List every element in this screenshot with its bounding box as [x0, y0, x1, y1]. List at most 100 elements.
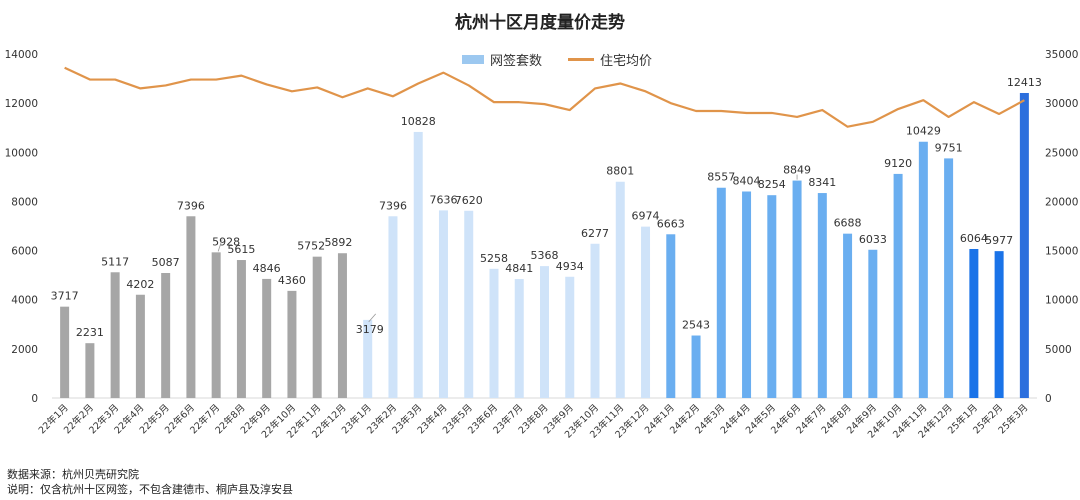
bar [135, 294, 145, 398]
bar-value-label: 5117 [101, 255, 129, 268]
bar-value-label: 8404 [733, 175, 761, 188]
bar [716, 187, 726, 398]
bar [388, 216, 398, 398]
bar-value-label: 5928 [212, 235, 240, 248]
bar [944, 158, 954, 398]
bar-value-label: 3717 [51, 290, 79, 303]
y-left-tick-label: 10000 [5, 147, 38, 159]
bar-value-label: 5615 [227, 243, 255, 256]
bar-value-label: 8557 [707, 171, 735, 184]
bar [893, 173, 903, 398]
bar [186, 216, 196, 398]
bar [767, 195, 777, 398]
y-right-tick-label: 20000 [1045, 196, 1078, 208]
bar-value-label: 2543 [682, 319, 710, 332]
y-left-tick-label: 12000 [5, 98, 38, 110]
bar-value-label: 9751 [935, 141, 963, 154]
bar [666, 234, 676, 398]
bar-value-label: 5892 [324, 236, 352, 249]
bar [1019, 92, 1029, 398]
bar [262, 278, 272, 398]
y-right-tick-label: 30000 [1045, 98, 1078, 110]
bar-value-label: 7396 [379, 199, 407, 212]
bar-value-label: 4360 [278, 274, 306, 287]
y-right-tick-label: 0 [1045, 393, 1052, 405]
footer-note: 说明：仅含杭州十区网签，不包含建德市、桐庐县及淳安县 [7, 483, 293, 496]
bar [868, 249, 878, 398]
bar [489, 268, 499, 398]
chart-legend: 网签套数 住宅均价 [462, 50, 652, 69]
y-left-tick-label: 4000 [11, 295, 38, 307]
bar-value-label: 7636 [429, 193, 457, 206]
bar-value-label: 7396 [177, 199, 205, 212]
bar [236, 260, 246, 398]
label-leader-line [368, 313, 377, 323]
bar-value-label: 6033 [859, 233, 887, 246]
bar-value-label: 6064 [960, 232, 988, 245]
y-right-tick-label: 10000 [1045, 295, 1078, 307]
chart-title: 杭州十区月度量价走势 [455, 13, 625, 33]
bar-value-label: 8341 [808, 176, 836, 189]
legend-bar-swatch [462, 55, 484, 64]
legend-line-swatch [568, 58, 595, 61]
bar-value-label: 4934 [556, 260, 584, 273]
bar [691, 335, 701, 398]
bar [464, 210, 474, 398]
bar-value-label: 9120 [884, 157, 912, 170]
bar [337, 253, 347, 398]
bar [85, 343, 95, 398]
bar-value-label: 5752 [297, 240, 325, 253]
bar-value-label: 3179 [356, 323, 384, 336]
footer-source: 数据来源：杭州贝壳研究院 [7, 468, 139, 481]
bar [60, 306, 70, 398]
y-left-tick-label: 6000 [11, 246, 38, 258]
y-left-tick-label: 8000 [11, 196, 38, 208]
bar-value-label: 7620 [455, 194, 483, 207]
bar-value-label: 5368 [531, 249, 559, 262]
bar-value-label: 8254 [758, 178, 786, 191]
bar-value-label: 5087 [152, 256, 180, 269]
bar-value-label: 10429 [906, 125, 941, 138]
y-left-tick-label: 0 [31, 393, 38, 405]
bar [590, 243, 600, 398]
bar [211, 252, 221, 398]
bar [817, 193, 827, 398]
legend-item-line: 住宅均价 [568, 50, 652, 69]
bar [287, 290, 297, 398]
bar [363, 319, 373, 398]
bar [994, 251, 1004, 398]
bar [615, 181, 625, 398]
bar [969, 248, 979, 398]
bar [843, 233, 853, 398]
bar [641, 226, 651, 398]
bar [792, 180, 802, 398]
y-right-tick-label: 25000 [1045, 147, 1078, 159]
bar-value-label: 5258 [480, 252, 508, 265]
bar-value-label: 4846 [253, 262, 281, 275]
bar-value-label: 6663 [657, 217, 685, 230]
label-leader-line [217, 239, 223, 252]
price-line [64, 66, 1025, 128]
bar-value-label: 4841 [505, 262, 533, 275]
legend-line-label: 住宅均价 [600, 54, 653, 69]
bar [110, 272, 120, 398]
y-right-tick-label: 35000 [1045, 49, 1078, 61]
bar-value-label: 8849 [783, 164, 811, 177]
bar-value-label: 12413 [1007, 76, 1042, 89]
bar-value-label: 8801 [606, 165, 634, 178]
bar-value-label: 6277 [581, 227, 609, 240]
bar [514, 279, 524, 398]
y-right-tick-label: 15000 [1045, 246, 1078, 258]
bar [742, 191, 752, 398]
y-right-tick-label: 5000 [1045, 344, 1072, 356]
y-left-tick-label: 2000 [11, 344, 38, 356]
bar-value-label: 2231 [76, 326, 104, 339]
bar [918, 141, 928, 398]
bar-value-label: 6688 [834, 217, 862, 230]
bar-value-label: 5977 [985, 234, 1013, 247]
bar [312, 256, 322, 398]
bar [565, 276, 575, 398]
bar-value-label: 4202 [126, 278, 154, 291]
